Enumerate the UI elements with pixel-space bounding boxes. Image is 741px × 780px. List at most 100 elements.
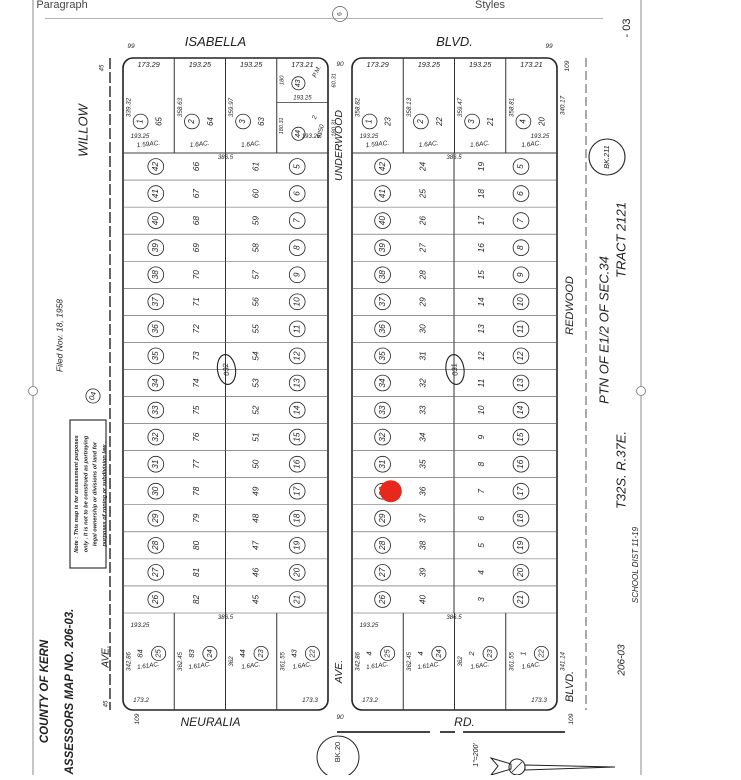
svg-text:361.55: 361.55 <box>279 651 286 670</box>
svg-text:78: 78 <box>191 486 201 496</box>
svg-text:60.31: 60.31 <box>332 73 338 88</box>
svg-text:45: 45 <box>100 64 106 71</box>
svg-text:031: 031 <box>449 363 459 377</box>
svg-text:24: 24 <box>418 162 428 173</box>
svg-text:70: 70 <box>191 270 201 280</box>
svg-text:193.25: 193.25 <box>531 133 550 140</box>
svg-text:73: 73 <box>191 351 201 361</box>
svg-text:71: 71 <box>191 297 201 306</box>
svg-text:4: 4 <box>476 570 486 575</box>
svg-text:82: 82 <box>191 594 201 604</box>
svg-text:20: 20 <box>537 117 546 127</box>
svg-text:74: 74 <box>191 378 201 388</box>
svg-text:Paragraph: Paragraph <box>36 0 87 11</box>
svg-text:PTN OF E1/2 OF SEC.34: PTN OF E1/2 OF SEC.34 <box>596 256 611 404</box>
svg-text:16: 16 <box>476 243 486 253</box>
svg-text:49: 49 <box>250 486 260 496</box>
svg-text:193.25: 193.25 <box>131 133 150 140</box>
svg-text:33: 33 <box>377 405 387 415</box>
svg-text:REDWOOD: REDWOOD <box>564 276 576 335</box>
svg-text:29: 29 <box>150 513 160 524</box>
svg-text:BK.20: BK.20 <box>333 742 342 762</box>
svg-text:2: 2 <box>416 119 425 125</box>
svg-text:67: 67 <box>191 189 201 199</box>
svg-text:5: 5 <box>515 164 525 169</box>
svg-text:75: 75 <box>191 405 201 415</box>
svg-text:38: 38 <box>418 540 428 550</box>
svg-text:21: 21 <box>291 595 301 605</box>
svg-text:29: 29 <box>418 297 428 308</box>
svg-text:362.45: 362.45 <box>406 651 413 670</box>
svg-text:7: 7 <box>476 489 486 494</box>
svg-text:90: 90 <box>336 61 344 68</box>
svg-text:17: 17 <box>476 216 486 226</box>
svg-text:4: 4 <box>365 651 374 655</box>
svg-text:T32S. R.37E.: T32S. R.37E. <box>613 431 628 509</box>
svg-text:57: 57 <box>250 270 260 280</box>
svg-text:99: 99 <box>127 43 135 50</box>
svg-text:22: 22 <box>536 649 545 659</box>
svg-text:29: 29 <box>377 513 387 524</box>
svg-text:20: 20 <box>291 567 301 578</box>
svg-text:48: 48 <box>250 513 260 523</box>
svg-text:83: 83 <box>187 649 196 658</box>
svg-text:341.14: 341.14 <box>560 651 567 670</box>
svg-text:26: 26 <box>418 216 428 227</box>
svg-text:18: 18 <box>515 513 525 523</box>
svg-text:56: 56 <box>250 297 260 307</box>
svg-text:84: 84 <box>136 649 145 657</box>
svg-text:76: 76 <box>191 432 201 442</box>
svg-text:28: 28 <box>150 540 160 551</box>
svg-text:59: 59 <box>250 216 260 226</box>
svg-text:21: 21 <box>515 595 525 605</box>
svg-text:11: 11 <box>291 325 301 334</box>
svg-text:386.5: 386.5 <box>446 614 462 621</box>
svg-text:COUNTY OF KERN: COUNTY OF KERN <box>39 639 51 743</box>
svg-text:16: 16 <box>515 459 525 469</box>
svg-text:purposes of zoning or subdivis: purposes of zoning or subdivision law . <box>102 441 108 547</box>
svg-text:24: 24 <box>205 649 214 658</box>
svg-text:- 03: - 03 <box>621 19 633 38</box>
svg-text:173.3: 173.3 <box>302 697 318 704</box>
svg-text:24: 24 <box>434 649 443 658</box>
svg-text:WILLOW: WILLOW <box>75 102 90 156</box>
svg-text:17: 17 <box>291 486 301 496</box>
svg-text:23: 23 <box>485 649 494 659</box>
svg-text:69: 69 <box>191 243 201 253</box>
svg-text:72: 72 <box>191 324 201 334</box>
svg-text:39: 39 <box>418 567 428 577</box>
svg-text:43: 43 <box>289 649 298 658</box>
svg-text:9: 9 <box>291 272 301 277</box>
svg-text:41: 41 <box>150 189 160 198</box>
svg-text:55: 55 <box>250 324 260 334</box>
svg-text:193.25: 193.25 <box>360 622 379 629</box>
svg-text:19: 19 <box>515 540 525 550</box>
svg-text:15: 15 <box>476 270 486 280</box>
svg-text:23: 23 <box>384 117 393 127</box>
svg-text:BLVD.: BLVD. <box>436 34 473 49</box>
svg-text:10: 10 <box>515 297 525 307</box>
svg-text:8: 8 <box>291 245 301 250</box>
svg-text:173.21: 173.21 <box>291 60 313 69</box>
svg-text:13: 13 <box>291 378 301 388</box>
svg-text:BK.211: BK.211 <box>602 145 611 168</box>
svg-text:193.25: 193.25 <box>360 133 379 140</box>
svg-text:47: 47 <box>250 540 260 550</box>
svg-text:25: 25 <box>154 649 163 659</box>
svg-text:1: 1 <box>136 119 145 123</box>
svg-text:6: 6 <box>515 191 525 196</box>
svg-text:26: 26 <box>150 594 160 605</box>
svg-text:3: 3 <box>476 597 486 602</box>
svg-text:17: 17 <box>515 486 525 496</box>
svg-text:28: 28 <box>377 540 387 551</box>
svg-text:42: 42 <box>377 162 387 172</box>
svg-text:14: 14 <box>291 405 301 415</box>
svg-text:5: 5 <box>476 543 486 548</box>
svg-text:109: 109 <box>134 713 141 724</box>
svg-text:58: 58 <box>250 243 260 253</box>
svg-text:7: 7 <box>515 218 525 223</box>
svg-text:42: 42 <box>150 162 160 172</box>
svg-text:180.31: 180.31 <box>279 117 285 134</box>
svg-text:37: 37 <box>418 513 428 523</box>
svg-text:34: 34 <box>377 378 387 388</box>
